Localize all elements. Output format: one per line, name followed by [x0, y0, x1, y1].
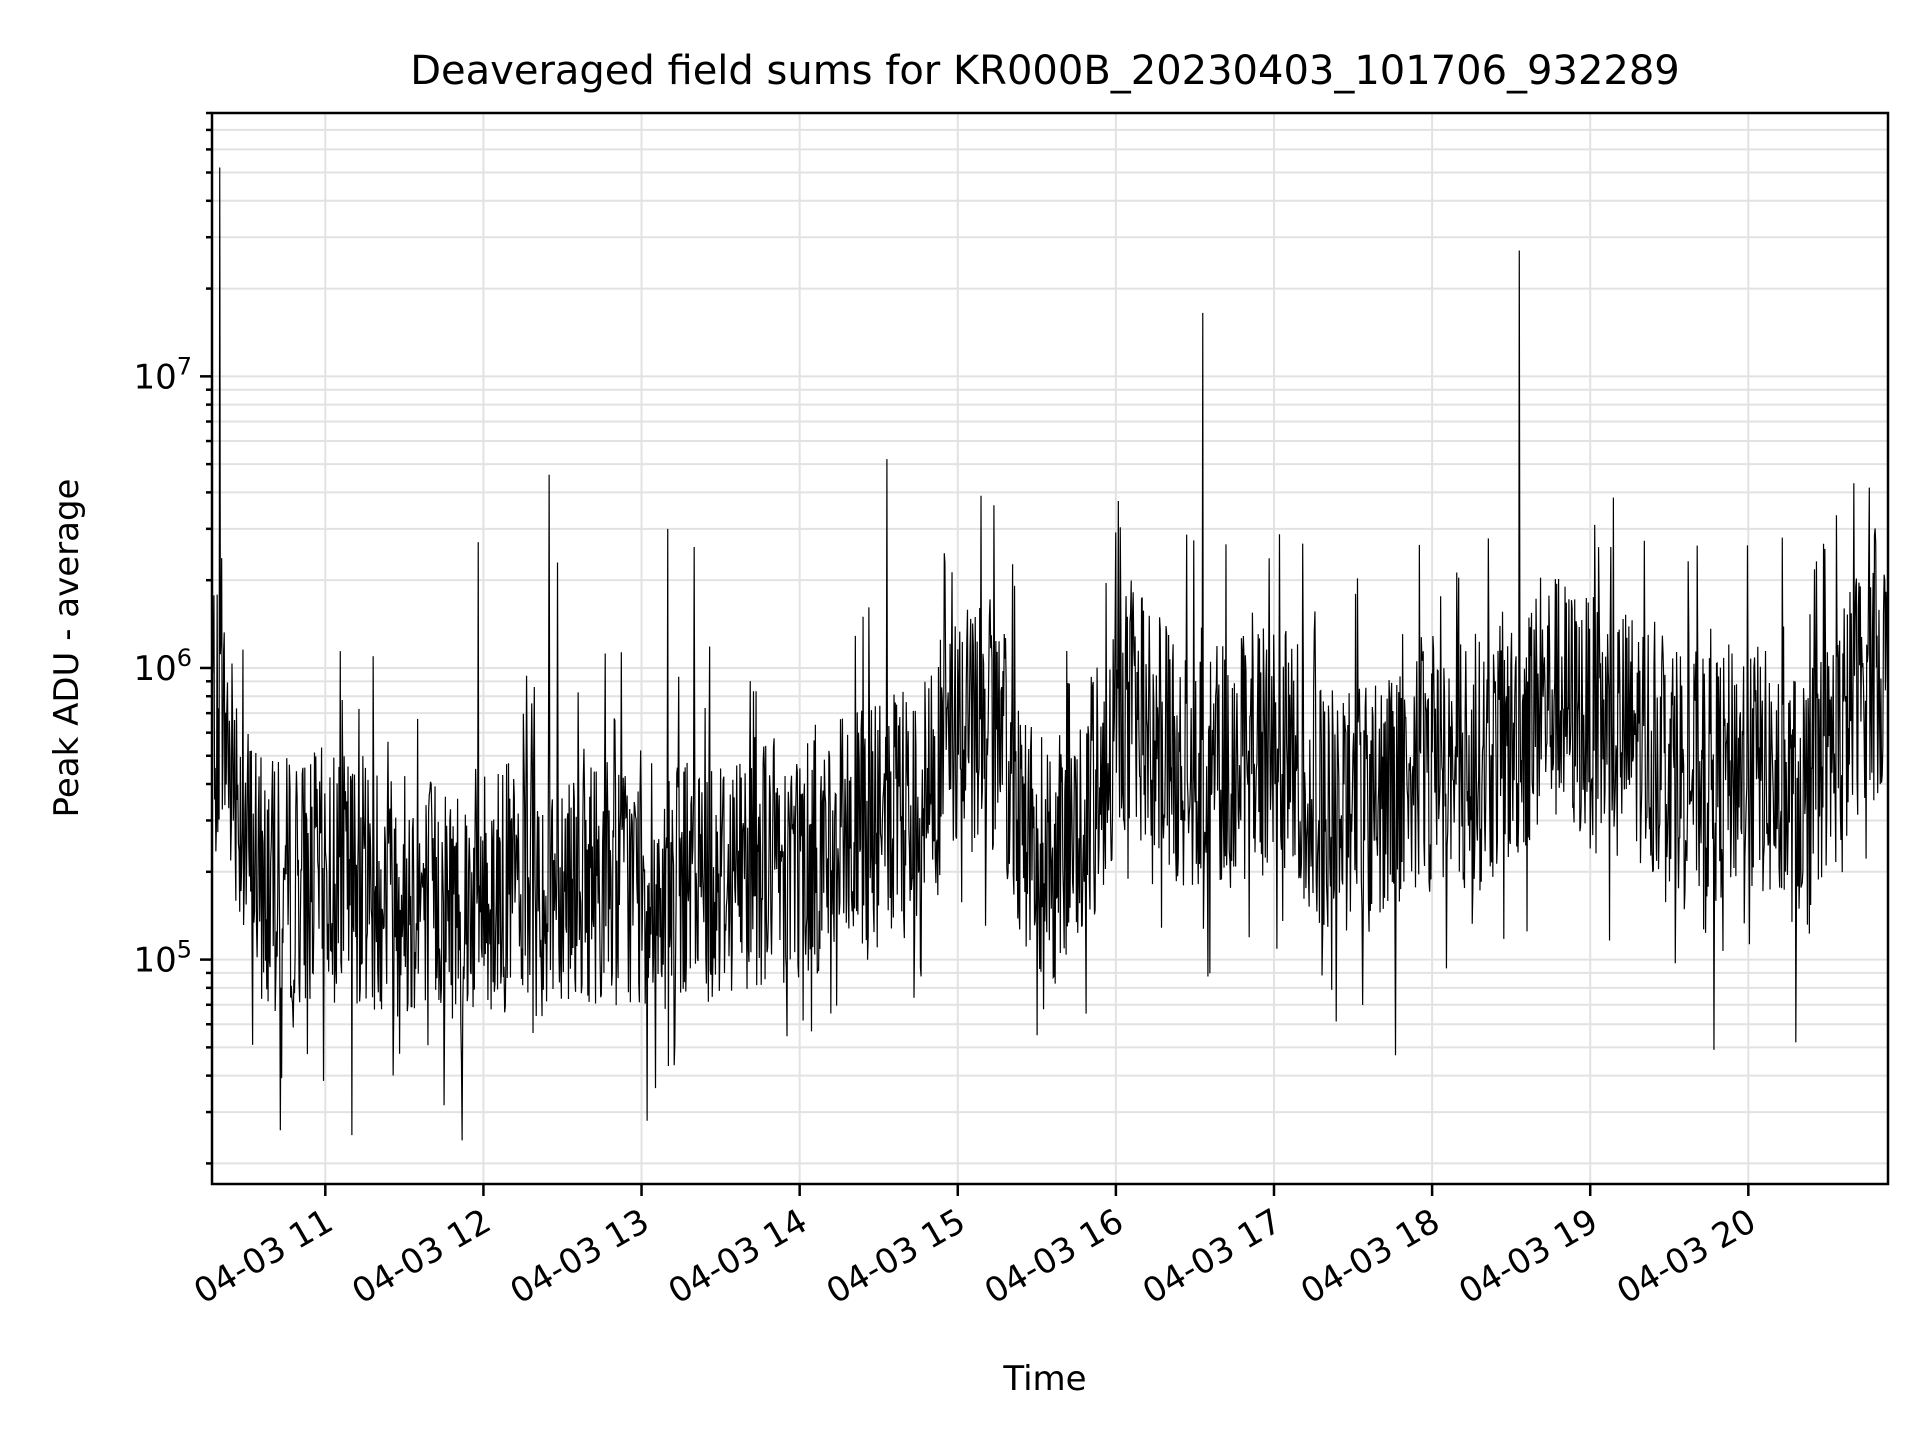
y-axis-label: Peak ADU - average [47, 479, 87, 818]
y-tick-label: 105 [133, 936, 192, 981]
y-tick-labels: 105 106 107 [133, 352, 192, 980]
axes [200, 111, 1890, 1196]
series-line [211, 167, 1889, 1141]
plot-frame [210, 111, 1890, 1186]
series-line-group [211, 167, 1889, 1141]
x-axis-label: Time [1002, 1359, 1086, 1399]
y-tick-label: 107 [133, 352, 192, 397]
y-tick-label: 106 [133, 644, 192, 689]
chart-title: Deaveraged field sums for KR000B_2023040… [410, 48, 1680, 94]
